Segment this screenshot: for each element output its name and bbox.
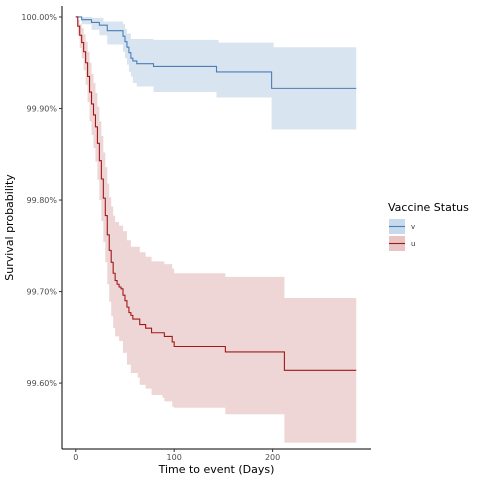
legend-title: Vaccine Status — [388, 201, 469, 214]
axis-ticks: 0 100 200 99.60% 99.70% 99.80% 99.90% 100.00% — [21, 13, 280, 462]
survival-curve-u — [75, 16, 357, 371]
y-tick-label: 99.90% — [26, 105, 57, 114]
x-axis-title: Time to event (Days) — [158, 463, 275, 476]
confidence-band-u — [75, 16, 357, 443]
survival-curve-v — [75, 16, 357, 89]
survival-curves — [75, 16, 357, 371]
y-tick-label: 99.60% — [26, 379, 57, 388]
y-tick-label: 99.80% — [26, 196, 57, 205]
x-tick-label: 0 — [73, 453, 78, 462]
confidence-band-v — [75, 16, 357, 130]
axes — [61, 6, 371, 450]
y-tick-label: 99.70% — [26, 288, 57, 297]
legend-label-v: v — [411, 223, 415, 231]
y-tick-label: 100.00% — [21, 13, 57, 22]
x-tick-label: 100 — [167, 453, 182, 462]
legend-label-u: u — [411, 240, 415, 248]
x-tick-label: 200 — [265, 453, 280, 462]
confidence-bands — [75, 16, 357, 443]
legend: Vaccine Status v u — [388, 201, 469, 251]
y-axis-title: Survival probability — [3, 174, 16, 281]
